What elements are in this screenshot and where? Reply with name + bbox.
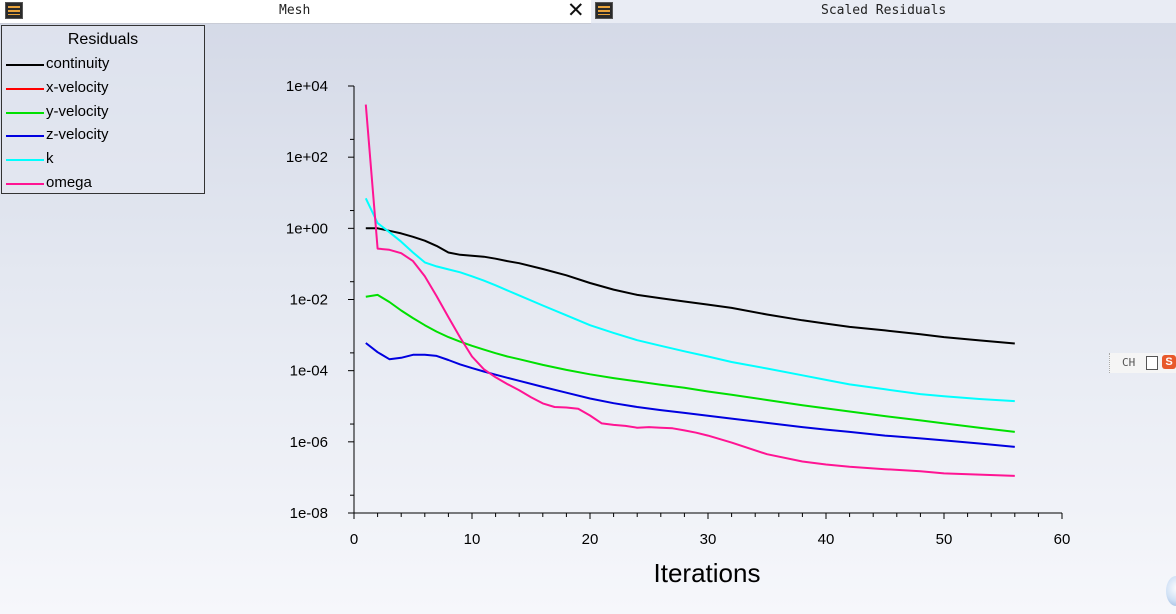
legend-item-x-velocity: x-velocity — [2, 78, 204, 98]
assistant-orb-icon[interactable] — [1166, 576, 1176, 606]
legend-label: continuity — [46, 55, 110, 72]
series-line-k — [364, 197, 1015, 403]
y-tick-label: 1e-02 — [290, 292, 328, 309]
x-tick-label: 30 — [700, 531, 717, 548]
x-tick-label: 20 — [582, 531, 599, 548]
y-tick-label: 1e-04 — [290, 363, 328, 380]
fluent-window-icon — [595, 2, 613, 19]
series-line-y-velocity — [365, 293, 1015, 433]
legend-swatch — [6, 64, 44, 66]
chart-legend: Residuals continuity x-velocity y-velocity… — [1, 25, 205, 194]
tab-mesh[interactable]: Mesh ✕ — [0, 0, 591, 24]
fluent-window-icon — [5, 2, 23, 19]
x-tick-label: 50 — [936, 531, 953, 548]
legend-item-z-velocity: z-velocity — [2, 125, 204, 145]
legend-title: Residuals — [67, 31, 139, 48]
legend-item-k: k — [2, 149, 204, 169]
legend-item-omega: omega — [2, 173, 204, 193]
ime-document-icon[interactable] — [1146, 356, 1158, 370]
legend-swatch — [6, 135, 44, 138]
legend-swatch — [6, 87, 44, 90]
legend-label: y-velocity — [46, 102, 109, 120]
legend-swatch — [6, 111, 44, 114]
legend-label: k — [46, 150, 54, 168]
legend-label: x-velocity — [46, 78, 109, 96]
series-line-omega — [364, 104, 1015, 477]
x-axis-label: Iterations — [654, 558, 761, 588]
x-tick-label: 60 — [1054, 531, 1071, 548]
x-tick-label: 0 — [350, 531, 358, 548]
ime-toolbar[interactable]: CH S — [1109, 353, 1176, 373]
legend-label: z-velocity — [46, 126, 109, 144]
y-tick-label: 1e+04 — [286, 78, 328, 95]
y-tick-label: 1e-06 — [290, 434, 328, 451]
ime-language[interactable]: CH — [1122, 356, 1136, 369]
tab-scaled-residuals[interactable]: Scaled Residuals — [591, 0, 1176, 23]
y-tick-label: 1e+00 — [286, 220, 328, 237]
legend-item-y-velocity: y-velocity — [2, 102, 204, 122]
legend-item-continuity: continuity — [2, 54, 204, 74]
legend-swatch — [6, 159, 44, 162]
ime-s-icon[interactable]: S — [1162, 355, 1176, 369]
legend-swatch — [6, 183, 44, 185]
y-tick-label: 1e-08 — [290, 505, 328, 522]
x-tick-label: 10 — [464, 531, 481, 548]
close-icon[interactable]: ✕ — [567, 0, 585, 22]
tab-scaled-residuals-title: Scaled Residuals — [821, 3, 947, 18]
series-line-z-velocity — [365, 342, 1015, 448]
y-tick-label: 1e+02 — [286, 149, 328, 166]
legend-label: omega — [46, 174, 92, 191]
x-tick-label: 40 — [818, 531, 835, 548]
series-line-continuity — [365, 227, 1015, 345]
tab-mesh-title: Mesh — [279, 3, 311, 18]
